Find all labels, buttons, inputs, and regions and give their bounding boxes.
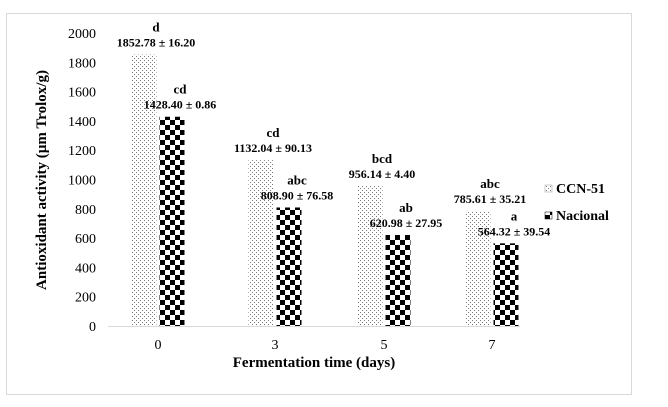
x-tick-label: 3 (272, 338, 279, 353)
significance-letter: ab (399, 200, 413, 215)
significance-letter: abc (480, 176, 500, 191)
legend-label: CCN-51 (556, 182, 605, 197)
x-axis-label: Fermentation time (days) (233, 355, 395, 371)
significance-letter: bcd (372, 151, 393, 166)
y-tick-label: 1200 (68, 144, 96, 159)
y-tick-label: 1400 (68, 115, 96, 130)
bar-nacional-day-3 (276, 207, 302, 326)
y-tick-label: 2000 (68, 27, 96, 42)
x-tick-label: 5 (381, 338, 388, 353)
x-tick-label: 0 (155, 338, 162, 353)
bar-nacional-day-0 (159, 116, 185, 326)
significance-letter: a (511, 208, 518, 223)
significance-letter: d (152, 20, 160, 35)
legend-swatch-nacional (544, 211, 553, 220)
data-label: 1428.40 ± 0.86 (144, 98, 217, 112)
y-tick-label: 1000 (68, 174, 96, 189)
data-label: 1852.78 ± 16.20 (117, 36, 196, 50)
y-tick-label: 200 (75, 291, 96, 306)
significance-letter: cd (267, 125, 281, 140)
legend: CCN-51 Nacional (544, 182, 609, 224)
chart-frame (6, 13, 632, 395)
data-label: 1132.04 ± 90.13 (234, 141, 312, 155)
data-label: 956.14 ± 4.40 (349, 167, 416, 181)
y-tick-label: 800 (75, 203, 96, 218)
legend-label: Nacional (556, 209, 609, 224)
y-tick-label: 1600 (68, 86, 96, 101)
significance-letter: cd (174, 82, 188, 97)
legend-swatch-ccn-51 (544, 184, 553, 193)
significance-letter: abc (287, 172, 307, 187)
y-tick-label: 600 (75, 232, 96, 247)
bar-nacional-day-5 (385, 235, 411, 326)
data-label: 564.32 ± 39.54 (478, 224, 551, 238)
bar-nacional-day-7 (493, 243, 519, 326)
data-label: 620.98 ± 27.95 (370, 216, 443, 230)
bar-ccn-51-day-5 (357, 185, 383, 326)
y-axis-ticks: 0 200 400 600 800 1000 1200 1400 1600 1800 2000 (68, 27, 96, 335)
bar-ccn-51-day-3 (248, 160, 274, 326)
x-tick-label: 7 (489, 338, 496, 353)
x-axis-ticks: 0 3 5 7 (155, 338, 496, 353)
data-label: 808.90 ± 76.58 (261, 188, 334, 202)
bar-ccn-51-day-0 (131, 54, 157, 327)
y-tick-label: 1800 (68, 56, 96, 71)
y-tick-label: 0 (89, 320, 96, 335)
data-label: 785.61 ± 35.21 (454, 192, 527, 206)
y-axis-label: Antioxidant activity (µm Trolox/g) (34, 70, 50, 290)
y-tick-label: 400 (75, 261, 96, 276)
bar-ccn-51-day-7 (465, 210, 491, 326)
